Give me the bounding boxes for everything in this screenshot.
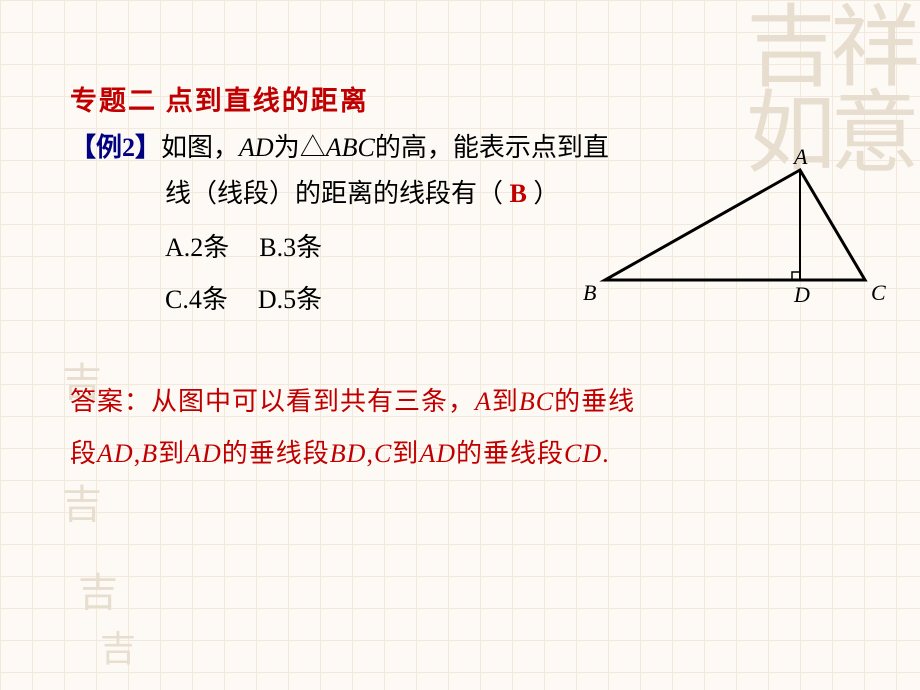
decorative-seal-4: 吉 (100, 620, 136, 672)
ans-mid1: 到 (492, 387, 519, 416)
example-label: 【例2】 (70, 133, 161, 162)
ans-AD3: AD (419, 439, 456, 468)
triangle-svg (590, 150, 890, 310)
problem-2end: ） (533, 179, 559, 208)
decorative-seal-2: 吉 (62, 472, 102, 530)
ans-AD2: AD (185, 439, 222, 468)
ans-B: B (141, 439, 158, 468)
label-C: C (871, 280, 886, 306)
ans-end: . (602, 439, 610, 468)
option-C: C.4条 (165, 285, 228, 314)
problem-1c: 的高，能表示点到直 (375, 133, 609, 162)
ans-mid5: 到 (392, 439, 419, 468)
triangle-figure: A B C D (590, 150, 890, 310)
section-title: 专题二 点到直线的距离 (70, 78, 850, 125)
problem-1a: 如图， (161, 133, 239, 162)
ans-CD: CD (564, 439, 602, 468)
decorative-seal-3: 吉 (78, 560, 118, 618)
answer-block: 答案：从图中可以看到共有三条，A到BC的垂线 段AD,B到AD的垂线段BD,C到… (70, 376, 850, 480)
ans-c2: , (366, 439, 374, 468)
ans-C: C (374, 439, 392, 468)
problem-1b: 为△ (274, 133, 326, 162)
ans-BD: BD (330, 439, 367, 468)
ans-AD: AD (97, 439, 134, 468)
ans-line2a: 段 (70, 439, 97, 468)
tri-ABC: ABC (326, 133, 375, 162)
ans-A: A (475, 387, 492, 416)
answer-letter: B (510, 179, 527, 208)
ans-BC: BC (519, 387, 554, 416)
ans-mid6: 的垂线段 (456, 439, 564, 468)
option-B: B.3条 (259, 233, 322, 262)
answer-prefix: 答案：从图中可以看到共有三条， (70, 387, 475, 416)
label-B: B (583, 280, 596, 306)
option-A: A.2条 (165, 233, 229, 262)
problem-2: 线（线段）的距离的线段有（ (165, 179, 503, 208)
seg-AD: AD (239, 133, 274, 162)
option-D: D.5条 (258, 285, 322, 314)
ans-mid2: 的垂线 (554, 387, 635, 416)
ans-mid4: 的垂线段 (222, 439, 330, 468)
label-A: A (794, 144, 807, 170)
label-D: D (794, 282, 810, 308)
ans-mid3: 到 (158, 439, 185, 468)
